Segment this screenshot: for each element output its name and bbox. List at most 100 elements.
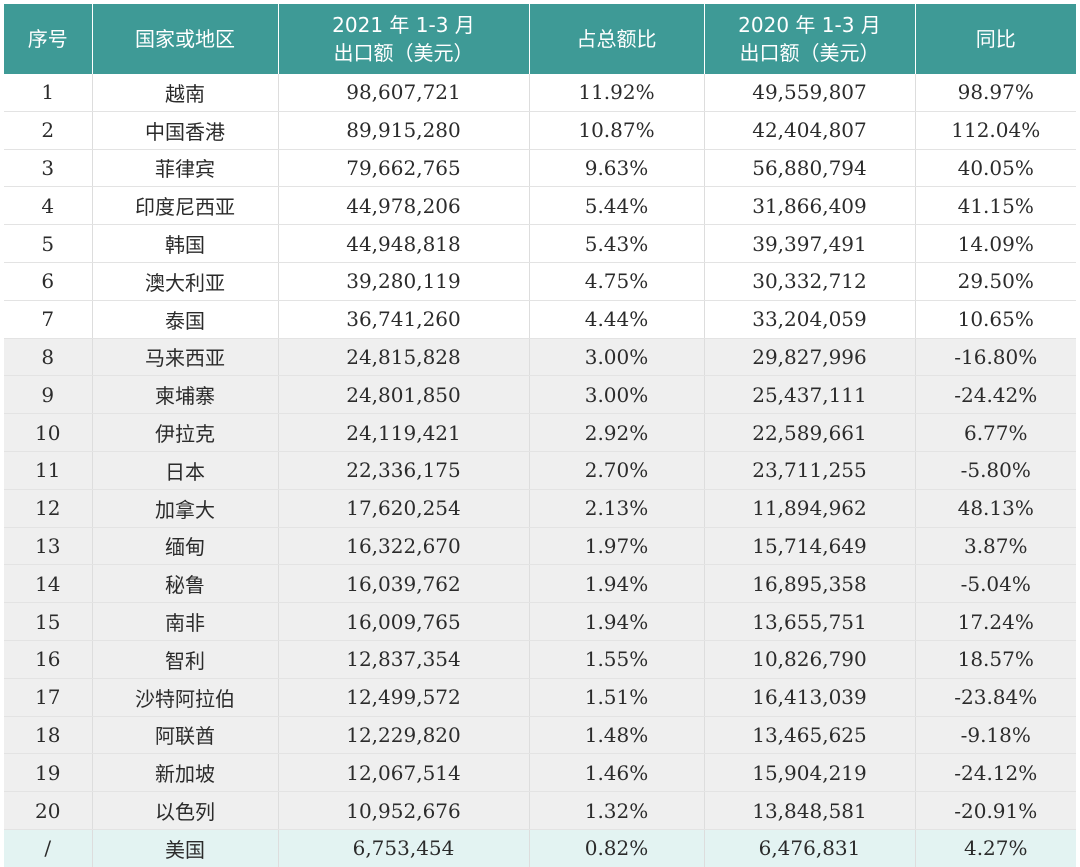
table-row: 4 印度尼西亚 44,978,206 5.44% 31,866,409 41.15% bbox=[4, 186, 1076, 226]
export-2020-cell: 25,437,111 bbox=[704, 375, 916, 415]
rank-cell: 15 bbox=[4, 602, 93, 641]
export-2020-cell: 49,559,807 bbox=[704, 74, 916, 112]
header-export-2020: 2020 年 1-3 月 出口额（美元） bbox=[704, 4, 916, 74]
header-country: 国家或地区 bbox=[92, 4, 279, 74]
export-table: 序号 国家或地区 2021 年 1-3 月 出口额（美元） 占总额比 2020 … bbox=[4, 4, 1076, 867]
rank-cell: 14 bbox=[4, 564, 93, 604]
export-2021-cell: 24,801,850 bbox=[278, 375, 530, 415]
table-row: 11 日本 22,336,175 2.70% 23,711,255 -5.80% bbox=[4, 451, 1076, 490]
export-2020-cell: 39,397,491 bbox=[704, 224, 916, 263]
country-cell: 智利 bbox=[92, 640, 279, 679]
share-cell: 9.63% bbox=[529, 149, 705, 188]
export-2021-cell: 6,753,454 bbox=[278, 829, 530, 867]
table-row: 1 越南 98,607,721 11.92% 49,559,807 98.97% bbox=[4, 74, 1076, 112]
yoy-cell: 14.09% bbox=[915, 224, 1076, 263]
share-cell: 1.48% bbox=[529, 716, 705, 755]
export-2020-cell: 33,204,059 bbox=[704, 300, 916, 339]
country-cell: 越南 bbox=[92, 74, 279, 112]
share-cell: 4.75% bbox=[529, 262, 705, 301]
export-2021-cell: 16,039,762 bbox=[278, 564, 530, 604]
export-2020-cell: 13,465,625 bbox=[704, 716, 916, 755]
export-2020-cell: 22,589,661 bbox=[704, 413, 916, 452]
export-2021-cell: 39,280,119 bbox=[278, 262, 530, 301]
table-row: 17 沙特阿拉伯 12,499,572 1.51% 16,413,039 -23.84% bbox=[4, 678, 1076, 717]
country-cell: 加拿大 bbox=[92, 489, 279, 528]
table-row: 14 秘鲁 16,039,762 1.94% 16,895,358 -5.04% bbox=[4, 564, 1076, 604]
export-2020-cell: 16,895,358 bbox=[704, 564, 916, 604]
share-cell: 1.97% bbox=[529, 527, 705, 566]
country-cell: 马来西亚 bbox=[92, 338, 279, 377]
table-row: 19 新加坡 12,067,514 1.46% 15,904,219 -24.12% bbox=[4, 753, 1076, 793]
yoy-cell: 4.27% bbox=[915, 829, 1076, 867]
table-row: 3 菲律宾 79,662,765 9.63% 56,880,794 40.05% bbox=[4, 149, 1076, 188]
export-2020-cell: 16,413,039 bbox=[704, 678, 916, 717]
export-2020-cell: 42,404,807 bbox=[704, 111, 916, 150]
share-cell: 1.94% bbox=[529, 602, 705, 641]
yoy-cell: 10.65% bbox=[915, 300, 1076, 339]
export-2020-cell: 31,866,409 bbox=[704, 186, 916, 226]
export-2020-cell: 6,476,831 bbox=[704, 829, 916, 867]
share-cell: 2.92% bbox=[529, 413, 705, 452]
country-cell: 柬埔寨 bbox=[92, 375, 279, 415]
table-row: 20 以色列 10,952,676 1.32% 13,848,581 -20.91% bbox=[4, 791, 1076, 830]
header-export-2021-unit: 出口额（美元） bbox=[333, 41, 474, 65]
export-2021-cell: 12,499,572 bbox=[278, 678, 530, 717]
country-cell: 日本 bbox=[92, 451, 279, 490]
share-cell: 2.70% bbox=[529, 451, 705, 490]
country-cell: 缅甸 bbox=[92, 527, 279, 566]
country-cell: 美国 bbox=[92, 829, 279, 867]
export-2021-cell: 79,662,765 bbox=[278, 149, 530, 188]
table-row: 7 泰国 36,741,260 4.44% 33,204,059 10.65% bbox=[4, 300, 1076, 339]
share-cell: 5.44% bbox=[529, 186, 705, 226]
export-2021-cell: 24,119,421 bbox=[278, 413, 530, 452]
header-share: 占总额比 bbox=[529, 4, 705, 74]
header-yoy: 同比 bbox=[915, 4, 1076, 74]
country-cell: 秘鲁 bbox=[92, 564, 279, 604]
rank-cell: 9 bbox=[4, 375, 93, 415]
yoy-cell: 98.97% bbox=[915, 74, 1076, 112]
export-2020-cell: 13,655,751 bbox=[704, 602, 916, 641]
header-export-2020-period: 2020 年 1-3 月 bbox=[738, 13, 881, 37]
share-cell: 5.43% bbox=[529, 224, 705, 263]
share-cell: 11.92% bbox=[529, 74, 705, 112]
yoy-cell: -24.12% bbox=[915, 753, 1076, 793]
header-export-2021-period: 2021 年 1-3 月 bbox=[332, 13, 475, 37]
table-row: 6 澳大利亚 39,280,119 4.75% 30,332,712 29.50% bbox=[4, 262, 1076, 301]
export-2021-cell: 44,948,818 bbox=[278, 224, 530, 263]
rank-cell: 17 bbox=[4, 678, 93, 717]
yoy-cell: -20.91% bbox=[915, 791, 1076, 830]
rank-cell: 19 bbox=[4, 753, 93, 793]
country-cell: 韩国 bbox=[92, 224, 279, 263]
share-cell: 1.32% bbox=[529, 791, 705, 830]
export-2020-cell: 13,848,581 bbox=[704, 791, 916, 830]
share-cell: 3.00% bbox=[529, 338, 705, 377]
country-cell: 以色列 bbox=[92, 791, 279, 830]
export-2020-cell: 10,826,790 bbox=[704, 640, 916, 679]
header-export-2020-unit: 出口额（美元） bbox=[739, 41, 880, 65]
table-row: / 美国 6,753,454 0.82% 6,476,831 4.27% bbox=[4, 829, 1076, 867]
country-cell: 伊拉克 bbox=[92, 413, 279, 452]
table-row: 12 加拿大 17,620,254 2.13% 11,894,962 48.13% bbox=[4, 489, 1076, 528]
share-cell: 3.00% bbox=[529, 375, 705, 415]
rank-cell: 8 bbox=[4, 338, 93, 377]
rank-cell: 16 bbox=[4, 640, 93, 679]
share-cell: 2.13% bbox=[529, 489, 705, 528]
table-row: 5 韩国 44,948,818 5.43% 39,397,491 14.09% bbox=[4, 224, 1076, 263]
table-row: 16 智利 12,837,354 1.55% 10,826,790 18.57% bbox=[4, 640, 1076, 679]
yoy-cell: 48.13% bbox=[915, 489, 1076, 528]
rank-cell: 18 bbox=[4, 716, 93, 755]
share-cell: 1.55% bbox=[529, 640, 705, 679]
rank-cell: 3 bbox=[4, 149, 93, 188]
country-cell: 南非 bbox=[92, 602, 279, 641]
share-cell: 1.51% bbox=[529, 678, 705, 717]
country-cell: 印度尼西亚 bbox=[92, 186, 279, 226]
share-cell: 1.46% bbox=[529, 753, 705, 793]
header-export-2021: 2021 年 1-3 月 出口额（美元） bbox=[278, 4, 530, 74]
export-2021-cell: 24,815,828 bbox=[278, 338, 530, 377]
yoy-cell: -23.84% bbox=[915, 678, 1076, 717]
export-2021-cell: 16,322,670 bbox=[278, 527, 530, 566]
yoy-cell: 6.77% bbox=[915, 413, 1076, 452]
export-2021-cell: 89,915,280 bbox=[278, 111, 530, 150]
export-2020-cell: 30,332,712 bbox=[704, 262, 916, 301]
country-cell: 阿联酋 bbox=[92, 716, 279, 755]
